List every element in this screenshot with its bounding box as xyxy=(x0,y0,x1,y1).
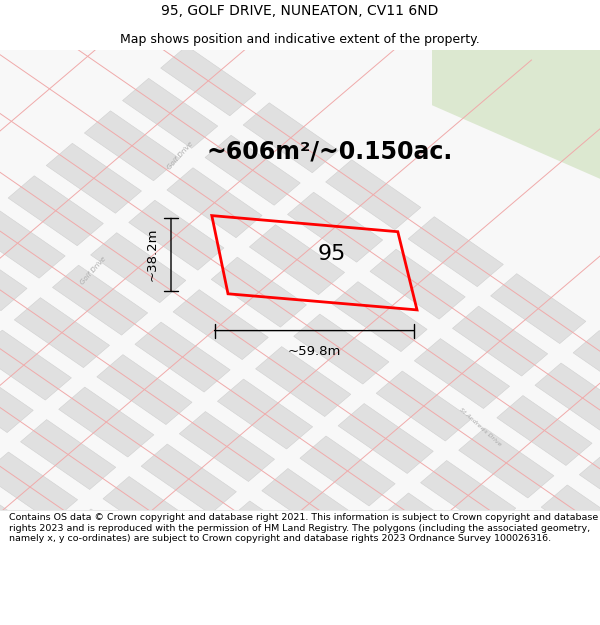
Text: Golf Drive: Golf Drive xyxy=(166,141,194,171)
Polygon shape xyxy=(217,379,313,449)
Polygon shape xyxy=(294,314,389,384)
Polygon shape xyxy=(243,103,338,172)
Polygon shape xyxy=(573,331,600,401)
Text: ~38.2m: ~38.2m xyxy=(145,228,158,281)
Polygon shape xyxy=(0,330,71,400)
Polygon shape xyxy=(415,339,509,409)
Polygon shape xyxy=(148,566,242,625)
Polygon shape xyxy=(503,518,598,588)
Polygon shape xyxy=(0,208,65,278)
Polygon shape xyxy=(52,265,148,335)
Polygon shape xyxy=(0,484,40,554)
Polygon shape xyxy=(185,534,281,603)
Polygon shape xyxy=(141,444,236,514)
Polygon shape xyxy=(109,598,205,625)
Polygon shape xyxy=(103,476,198,546)
Polygon shape xyxy=(224,501,319,571)
Polygon shape xyxy=(46,143,142,213)
Polygon shape xyxy=(262,469,357,538)
Polygon shape xyxy=(332,282,427,352)
Polygon shape xyxy=(326,160,421,229)
Polygon shape xyxy=(20,419,116,489)
Polygon shape xyxy=(122,78,218,148)
Polygon shape xyxy=(300,436,395,506)
Polygon shape xyxy=(0,452,77,522)
Text: Golf Drive: Golf Drive xyxy=(79,256,107,286)
Polygon shape xyxy=(211,257,307,327)
Polygon shape xyxy=(452,306,548,376)
Text: ~59.8m: ~59.8m xyxy=(288,345,341,358)
Polygon shape xyxy=(14,298,110,368)
Text: 95, GOLF DRIVE, NUNEATON, CV11 6ND: 95, GOLF DRIVE, NUNEATON, CV11 6ND xyxy=(161,4,439,18)
Polygon shape xyxy=(256,347,351,416)
Polygon shape xyxy=(580,452,600,522)
Polygon shape xyxy=(0,574,84,625)
Polygon shape xyxy=(376,371,472,441)
Polygon shape xyxy=(541,485,600,555)
Polygon shape xyxy=(97,354,192,424)
Text: 95: 95 xyxy=(317,244,346,264)
Polygon shape xyxy=(382,493,478,563)
Polygon shape xyxy=(179,411,275,481)
Polygon shape xyxy=(491,274,586,344)
Polygon shape xyxy=(287,192,383,262)
Polygon shape xyxy=(161,46,256,116)
Text: Map shows position and indicative extent of the property.: Map shows position and indicative extent… xyxy=(120,32,480,46)
Polygon shape xyxy=(465,550,560,620)
Polygon shape xyxy=(586,574,600,625)
Polygon shape xyxy=(338,404,433,474)
Polygon shape xyxy=(129,200,224,270)
Polygon shape xyxy=(59,387,154,457)
Text: Contains OS data © Crown copyright and database right 2021. This information is : Contains OS data © Crown copyright and d… xyxy=(9,514,598,543)
Polygon shape xyxy=(427,582,522,625)
Polygon shape xyxy=(408,217,503,287)
Polygon shape xyxy=(268,591,363,625)
Polygon shape xyxy=(459,428,554,498)
Polygon shape xyxy=(535,363,600,433)
Polygon shape xyxy=(306,558,401,625)
Polygon shape xyxy=(173,289,268,359)
Polygon shape xyxy=(0,362,33,432)
Text: St Andrews Drive: St Andrews Drive xyxy=(458,407,502,447)
Polygon shape xyxy=(0,517,1,587)
Polygon shape xyxy=(432,50,600,179)
Polygon shape xyxy=(8,176,103,246)
Polygon shape xyxy=(65,509,160,579)
Polygon shape xyxy=(91,232,186,302)
Polygon shape xyxy=(205,135,300,205)
Polygon shape xyxy=(27,541,122,611)
Polygon shape xyxy=(167,168,262,238)
Polygon shape xyxy=(370,249,465,319)
Polygon shape xyxy=(250,225,344,294)
Polygon shape xyxy=(135,322,230,392)
Polygon shape xyxy=(85,111,179,181)
Polygon shape xyxy=(497,396,592,466)
Polygon shape xyxy=(344,526,439,596)
Text: ~606m²/~0.150ac.: ~606m²/~0.150ac. xyxy=(207,139,453,163)
Polygon shape xyxy=(0,241,27,311)
Polygon shape xyxy=(421,461,516,531)
Polygon shape xyxy=(547,607,600,625)
